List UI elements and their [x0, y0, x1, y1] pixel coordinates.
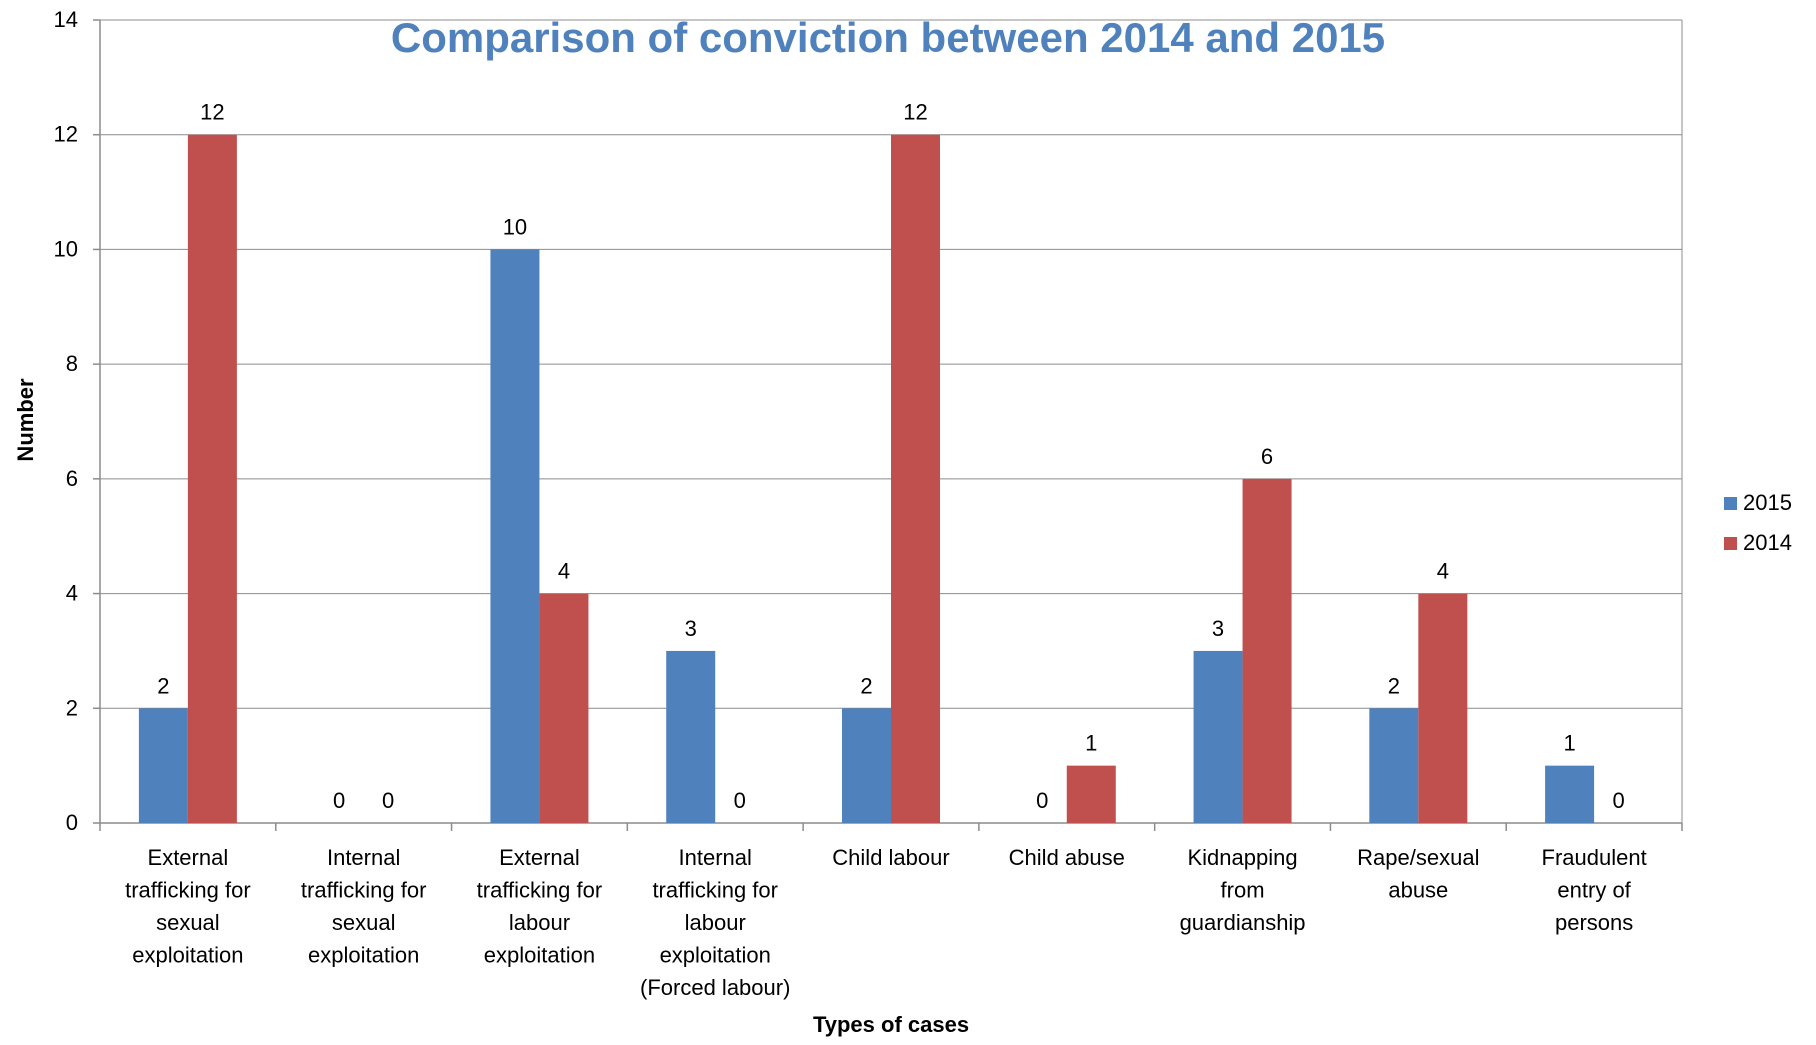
legend-label-2014: 2014	[1743, 530, 1792, 555]
data-label: 12	[200, 100, 224, 125]
bar-2014	[539, 593, 589, 823]
bar-2014	[1418, 593, 1468, 823]
x-tick-label: Internal trafficking for sexual exploitatio…	[301, 845, 427, 968]
x-tick-label: External trafficking for sexual exploitatio…	[125, 845, 251, 968]
bar-2015	[1545, 765, 1595, 823]
x-tick-label-line: exploitation	[132, 943, 243, 968]
y-tick-label: 14	[54, 7, 78, 32]
legend-swatch-2014	[1724, 536, 1737, 550]
x-tick-label-line: exploitation	[308, 943, 419, 968]
bar-2014	[891, 134, 940, 823]
x-tick-label: Kidnapping from guardianship	[1180, 845, 1306, 935]
data-label: 3	[685, 616, 697, 641]
bar-2015	[490, 249, 540, 823]
data-label: 0	[333, 788, 345, 813]
legend-label-2015: 2015	[1743, 490, 1792, 515]
data-label: 6	[1261, 444, 1273, 469]
x-tick-label: Child abuse	[1009, 845, 1125, 870]
x-tick-label: Fraudulent entry of persons	[1542, 845, 1647, 935]
y-tick-label: 10	[54, 236, 78, 261]
data-label: 2	[860, 673, 872, 698]
y-tick-label: 8	[66, 351, 78, 376]
data-label: 12	[903, 100, 927, 125]
x-tick-label-line: Child labour	[832, 845, 949, 870]
x-tick-label-line: guardianship	[1180, 910, 1306, 935]
x-axis-title: Types of cases	[812, 1012, 970, 1037]
legend-swatch-2015	[1724, 496, 1737, 510]
x-tick-label-line: External	[499, 845, 580, 870]
x-tick-label: External trafficking for labour exploitatio…	[477, 845, 603, 968]
legend: 2015 2014	[1724, 490, 1792, 570]
data-label: 0	[1036, 788, 1048, 813]
x-tick-label: Internal trafficking for labour exploitatio…	[640, 845, 790, 1000]
data-label: 4	[1437, 559, 1449, 584]
x-tick-label-line: from	[1221, 878, 1265, 903]
bar-2015	[1369, 708, 1419, 823]
y-tick-label: 4	[66, 581, 78, 606]
data-label: 2	[157, 673, 169, 698]
x-tick-label-line: labour	[509, 910, 570, 935]
x-tick-label-line: trafficking for	[125, 878, 251, 903]
bar-2014	[187, 134, 237, 823]
data-label: 2	[1388, 673, 1400, 698]
x-tick-label-line: sexual	[332, 910, 396, 935]
x-tick-label-line: (Forced labour)	[640, 975, 790, 1000]
x-tick-label-line: Fraudulent	[1542, 845, 1647, 870]
x-tick-label-line: labour	[685, 910, 746, 935]
bar-2015	[842, 708, 891, 823]
legend-item-2014: 2014	[1724, 530, 1792, 556]
x-tick-label-line: Kidnapping	[1188, 845, 1298, 870]
x-tick-label-line: Rape/sexual	[1357, 845, 1479, 870]
legend-item-2015: 2015	[1724, 490, 1792, 516]
bar-2014	[1066, 765, 1116, 823]
x-tick-label-line: persons	[1555, 910, 1633, 935]
x-tick-label-line: Internal	[679, 845, 752, 870]
x-tick-label-line: trafficking for	[301, 878, 427, 903]
chart-title: Comparison of conviction between 2014 an…	[390, 14, 1386, 61]
y-axis-title: Number	[13, 378, 38, 462]
data-label: 0	[382, 788, 394, 813]
y-tick-label: 0	[66, 810, 78, 835]
x-tick-label-line: entry of	[1557, 878, 1631, 903]
data-label: 4	[558, 559, 570, 584]
y-tick-label: 12	[54, 122, 78, 147]
bar-2014	[1242, 478, 1292, 823]
x-tick-label-line: Child abuse	[1009, 845, 1125, 870]
data-label: 0	[1612, 788, 1624, 813]
data-label: 0	[734, 788, 746, 813]
data-label: 1	[1085, 731, 1097, 756]
data-label: 10	[503, 214, 527, 239]
x-tick-label-line: abuse	[1388, 878, 1448, 903]
y-tick-label: 6	[66, 466, 78, 491]
x-tick-label-line: sexual	[156, 910, 220, 935]
bar-2015	[666, 650, 716, 823]
x-tick-label-line: External	[148, 845, 229, 870]
bar-2015	[1193, 650, 1243, 823]
x-tick-label: Rape/sexual abuse	[1357, 845, 1479, 903]
x-tick-label: Child labour	[832, 845, 949, 870]
data-label: 1	[1563, 731, 1575, 756]
x-tick-label-line: exploitation	[660, 943, 771, 968]
y-tick-label: 2	[66, 695, 78, 720]
x-tick-label-line: Internal	[327, 845, 400, 870]
x-tick-label-line: exploitation	[484, 943, 595, 968]
x-tick-label-line: trafficking for	[477, 878, 603, 903]
data-label: 3	[1212, 616, 1224, 641]
x-tick-label-line: trafficking for	[652, 878, 778, 903]
bar-2015	[138, 708, 188, 823]
